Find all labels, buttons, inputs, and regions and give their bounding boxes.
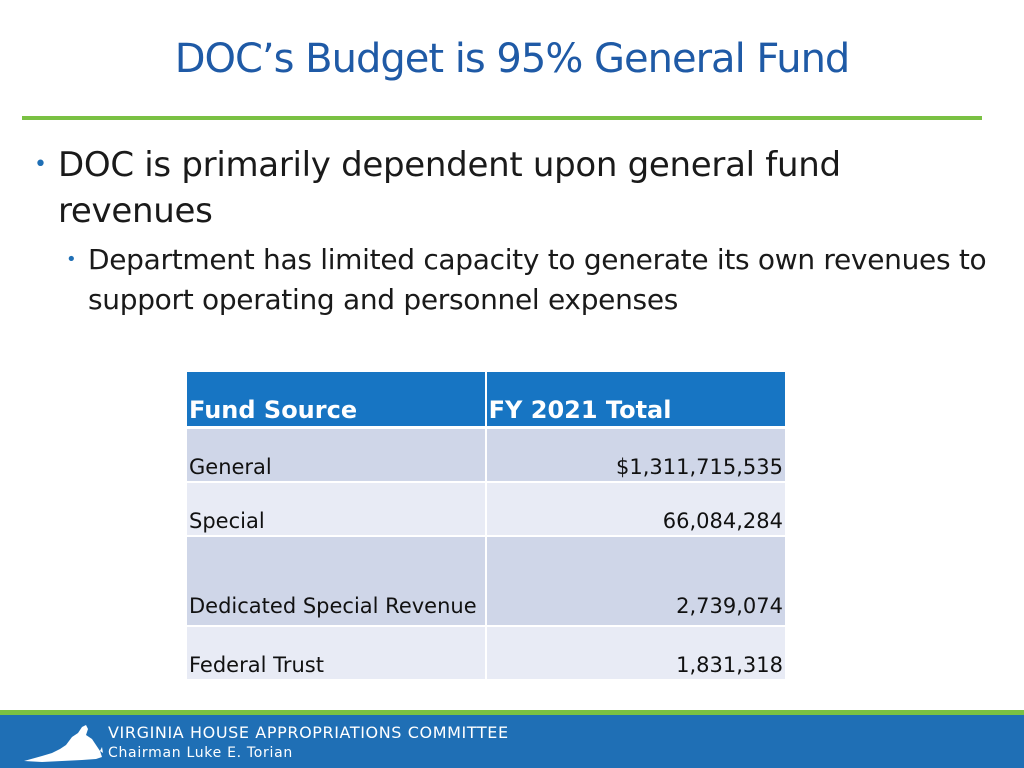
slide-title: DOC’s Budget is 95% General Fund [174, 36, 851, 82]
footer-accent-bar [0, 710, 1024, 715]
fund-total-cell: 1,831,318 [486, 627, 785, 681]
bullet-level-2: • Department has limited capacity to gen… [30, 240, 990, 320]
fund-total-cell: 66,084,284 [486, 483, 785, 537]
bullet-main-text: DOC is primarily dependent upon general … [58, 145, 841, 231]
fund-source-table: Fund Source FY 2021 Total General $1,311… [187, 372, 785, 681]
column-header-fy2021-total: FY 2021 Total [486, 372, 785, 429]
bullet-level-1: • DOC is primarily dependent upon genera… [30, 142, 990, 234]
fund-total-cell: 2,739,074 [486, 537, 785, 627]
footer-organization: VIRGINIA HOUSE APPROPRIATIONS COMMITTEE [108, 723, 509, 742]
table-row: Dedicated Special Revenue 2,739,074 [187, 537, 785, 627]
table-header-row: Fund Source FY 2021 Total [187, 372, 785, 429]
column-header-fund-source: Fund Source [187, 372, 487, 429]
fund-source-cell: Federal Trust [187, 627, 487, 681]
footer-bar: VIRGINIA HOUSE APPROPRIATIONS COMMITTEE … [0, 715, 1024, 768]
footer-chairman: Chairman Luke E. Torian [108, 745, 293, 761]
fund-source-cell: Special [187, 483, 487, 537]
virginia-state-outline-icon [24, 725, 103, 762]
fund-total-cell: $1,311,715,535 [486, 429, 785, 483]
table-row: General $1,311,715,535 [187, 429, 785, 483]
title-divider [22, 116, 982, 120]
bullet-dot-icon: • [34, 152, 47, 177]
table-row: Federal Trust 1,831,318 [187, 627, 785, 681]
bullet-list: • DOC is primarily dependent upon genera… [30, 142, 990, 320]
table-row: Special 66,084,284 [187, 483, 785, 537]
bullet-sub-text: Department has limited capacity to gener… [88, 243, 987, 316]
fund-source-cell: General [187, 429, 487, 483]
bullet-dot-icon: • [66, 249, 77, 270]
fund-source-cell: Dedicated Special Revenue [187, 537, 487, 627]
